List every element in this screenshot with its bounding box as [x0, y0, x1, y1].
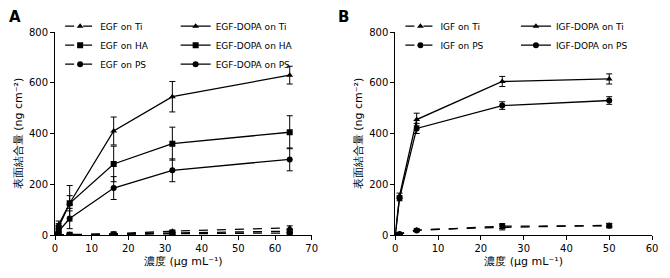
svg-text:600: 600 [369, 77, 388, 88]
svg-text:400: 400 [369, 128, 388, 139]
svg-text:50: 50 [232, 243, 245, 254]
svg-text:20: 20 [122, 243, 135, 254]
svg-text:0: 0 [42, 230, 48, 241]
svg-text:0: 0 [382, 230, 388, 241]
svg-text:800: 800 [29, 27, 48, 38]
svg-text:IGF-DOPA on Ti: IGF-DOPA on Ti [556, 22, 624, 32]
svg-text:10: 10 [85, 243, 98, 254]
svg-text:200: 200 [29, 179, 48, 190]
svg-text:EGF-DOPA on Ti: EGF-DOPA on Ti [216, 22, 287, 32]
svg-text:B: B [338, 8, 349, 26]
svg-text:70: 70 [305, 243, 318, 254]
svg-text:600: 600 [29, 77, 48, 88]
svg-text:EGF-DOPA on HA: EGF-DOPA on HA [216, 41, 293, 51]
svg-text:濃度 (μg mL⁻¹): 濃度 (μg mL⁻¹) [484, 255, 563, 268]
svg-text:濃度 (μg mL⁻¹): 濃度 (μg mL⁻¹) [144, 255, 223, 268]
svg-text:200: 200 [369, 179, 388, 190]
svg-text:30: 30 [159, 243, 172, 254]
svg-text:EGF-DOPA on PS: EGF-DOPA on PS [216, 60, 290, 70]
svg-text:A: A [9, 8, 21, 26]
svg-text:30: 30 [517, 243, 530, 254]
svg-text:EGF on Ti: EGF on Ti [100, 22, 143, 32]
svg-text:10: 10 [432, 243, 445, 254]
svg-text:20: 20 [474, 243, 487, 254]
svg-text:IGF on Ti: IGF on Ti [440, 22, 479, 32]
svg-text:IGF on PS: IGF on PS [440, 41, 483, 51]
svg-text:EGF on HA: EGF on HA [100, 41, 149, 51]
svg-text:40: 40 [560, 243, 573, 254]
svg-text:60: 60 [646, 243, 659, 254]
svg-text:800: 800 [369, 27, 388, 38]
svg-text:40: 40 [195, 243, 208, 254]
svg-text:400: 400 [29, 128, 48, 139]
svg-text:0: 0 [392, 243, 398, 254]
svg-text:表面結合量 (ng cm⁻²): 表面結合量 (ng cm⁻²) [352, 78, 365, 190]
svg-text:50: 50 [603, 243, 616, 254]
svg-text:60: 60 [269, 243, 282, 254]
svg-text:表面結合量 (ng cm⁻²): 表面結合量 (ng cm⁻²) [12, 78, 25, 190]
svg-text:EGF on PS: EGF on PS [100, 60, 146, 70]
svg-text:IGF-DOPA on PS: IGF-DOPA on PS [556, 41, 627, 51]
svg-text:0: 0 [52, 243, 58, 254]
